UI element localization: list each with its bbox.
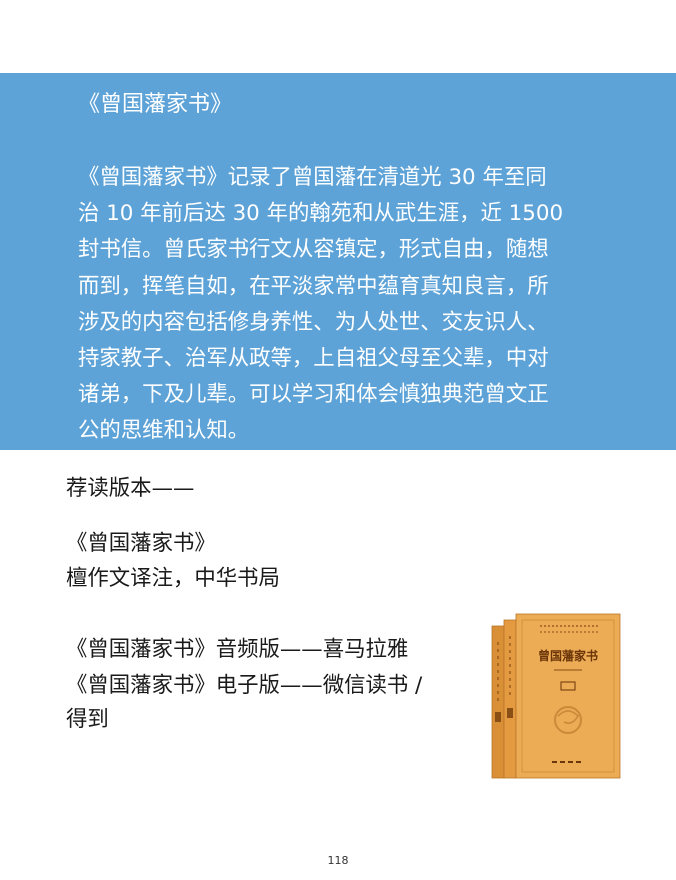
book-cover-title: 曾国藩家书 <box>538 648 598 663</box>
recommend-heading: 荐读版本—— <box>66 476 195 501</box>
panel-line: 治 10 年前后达 30 年的翰苑和从武生涯，近 1500 <box>78 201 564 227</box>
book-info: 檀作文译注，中华书局 <box>66 566 280 591</box>
panel-line: 封书信。曾氏家书行文从容镇定，形式自由，随想 <box>78 237 549 263</box>
panel-line: 涉及的内容包括修身养性、为人处世、交友识人、 <box>78 309 549 335</box>
book-title: 《曾国藩家书》 <box>66 531 216 556</box>
intro-panel <box>0 73 676 450</box>
audio-version: 《曾国藩家书》音频版——喜马拉雅 <box>66 637 409 662</box>
page-number: 118 <box>327 854 349 867</box>
panel-line: 而到，挥笔自如，在平淡家常中蕴育真知良言，所 <box>78 273 549 299</box>
ebook-version-cont: 得到 <box>66 707 109 732</box>
panel-line: 持家教子、治军从政等，上自祖父母至父辈，中对 <box>78 346 549 372</box>
panel-line: 公的思维和认知。 <box>78 418 250 444</box>
panel-line: 诸弟，下及儿辈。可以学习和体会慎独典范曾文正 <box>78 382 549 408</box>
panel-body: 《曾国藩家书》记录了曾国藩在清道光 30 年至同 治 10 年前后达 30 年的… <box>78 160 612 450</box>
book-cover-image: 曾国藩家书 <box>491 613 621 779</box>
panel-line: 《曾国藩家书》记录了曾国藩在清道光 30 年至同 <box>78 165 547 190</box>
panel-title: 《曾国藩家书》 <box>78 92 233 117</box>
ebook-version: 《曾国藩家书》电子版——微信读书 / <box>66 673 423 698</box>
